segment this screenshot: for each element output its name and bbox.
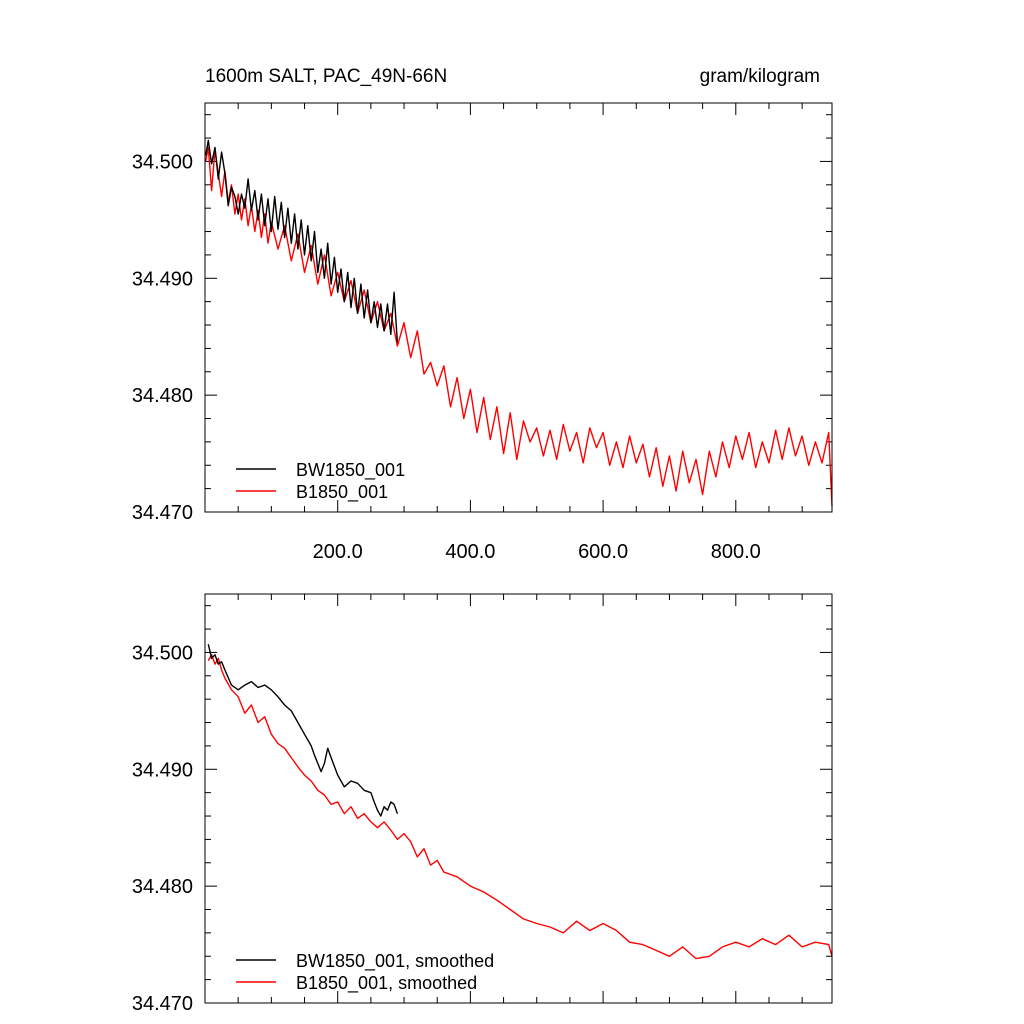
x-tick-label: 600.0 <box>578 541 628 563</box>
y-tick-label: 34.480 <box>132 385 193 407</box>
legend-label: BW1850_001 <box>296 460 405 481</box>
series-line-b1850 <box>205 146 833 507</box>
y-tick-label: 34.480 <box>132 876 193 898</box>
x-tick-label: 200.0 <box>313 541 363 563</box>
x-tick-label: 400.0 <box>445 541 495 563</box>
y-tick-label: 34.500 <box>132 151 193 173</box>
x-tick-label: 800.0 <box>711 541 761 563</box>
top-plot-frame <box>204 102 833 513</box>
y-tick-label: 34.470 <box>132 993 193 1015</box>
y-tick-label: 34.470 <box>132 502 193 524</box>
top-panel: 1600m SALT, PAC_49N-66N gram/kilogram 34… <box>132 66 833 563</box>
legend-label: B1850_001 <box>296 482 388 503</box>
chart-title: 1600m SALT, PAC_49N-66N <box>205 66 447 87</box>
y-tick-label: 34.490 <box>132 268 193 290</box>
bottom-plot-frame <box>204 593 833 1004</box>
legend-label: BW1850_001, smoothed <box>296 951 494 972</box>
series-line-bw1850 <box>207 644 399 817</box>
series-line-bw1850 <box>205 139 399 343</box>
chart-units: gram/kilogram <box>700 66 820 87</box>
y-tick-label: 34.490 <box>132 759 193 781</box>
legend-label: B1850_001, smoothed <box>296 973 477 994</box>
bottom-panel: 34.470 34.480 34.490 34.500 BW1850_001, smo… <box>132 593 833 1015</box>
series-line-b1850 <box>207 654 833 960</box>
y-tick-label: 34.500 <box>132 642 193 664</box>
